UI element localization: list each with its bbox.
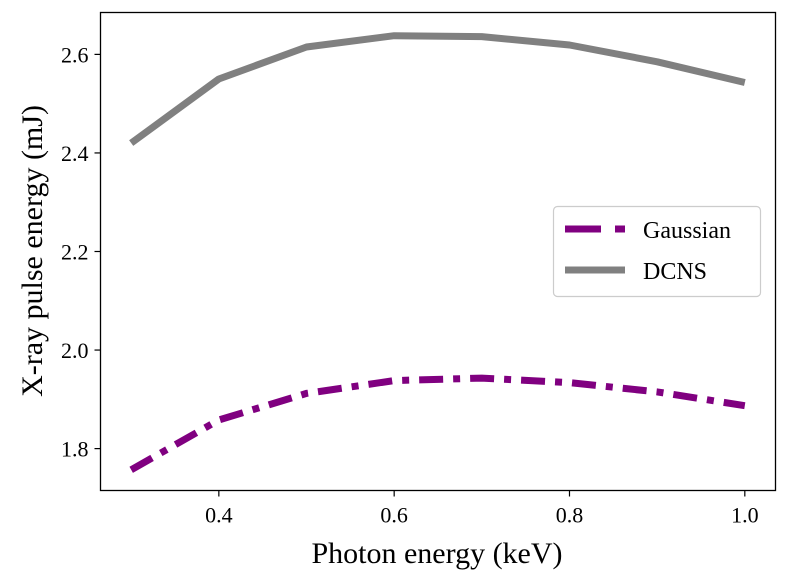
x-tick-label: 1.0 [731, 503, 759, 528]
series-line-gaussian [129, 374, 746, 473]
legend-label-dcns: DCNS [643, 259, 707, 285]
y-tick-label: 1.8 [61, 437, 89, 462]
x-axis-title: Photon energy (keV) [311, 537, 562, 570]
legend-label-gaussian: Gaussian [643, 218, 731, 244]
ticks-layer: 0.4 0.6 0.8 1.0 1.8 2.0 2.2 2.4 2.6 [61, 42, 759, 527]
series-layer [129, 32, 746, 473]
series-line-dcns [129, 32, 746, 146]
legend-box [552, 205, 762, 298]
x-tick-label: 0.4 [205, 503, 233, 528]
y-tick-label: 2.2 [61, 240, 89, 265]
y-tick-label: 2.0 [61, 338, 89, 363]
y-axis-title: X-ray pulse energy (mJ) [16, 105, 49, 397]
legend: Gaussian DCNS [552, 205, 762, 298]
y-tick-label: 2.6 [61, 42, 89, 67]
y-tick-label: 2.4 [61, 141, 89, 166]
x-tick-label: 0.6 [380, 503, 408, 528]
plot-frame [99, 11, 777, 492]
x-tick-label: 0.8 [556, 503, 584, 528]
